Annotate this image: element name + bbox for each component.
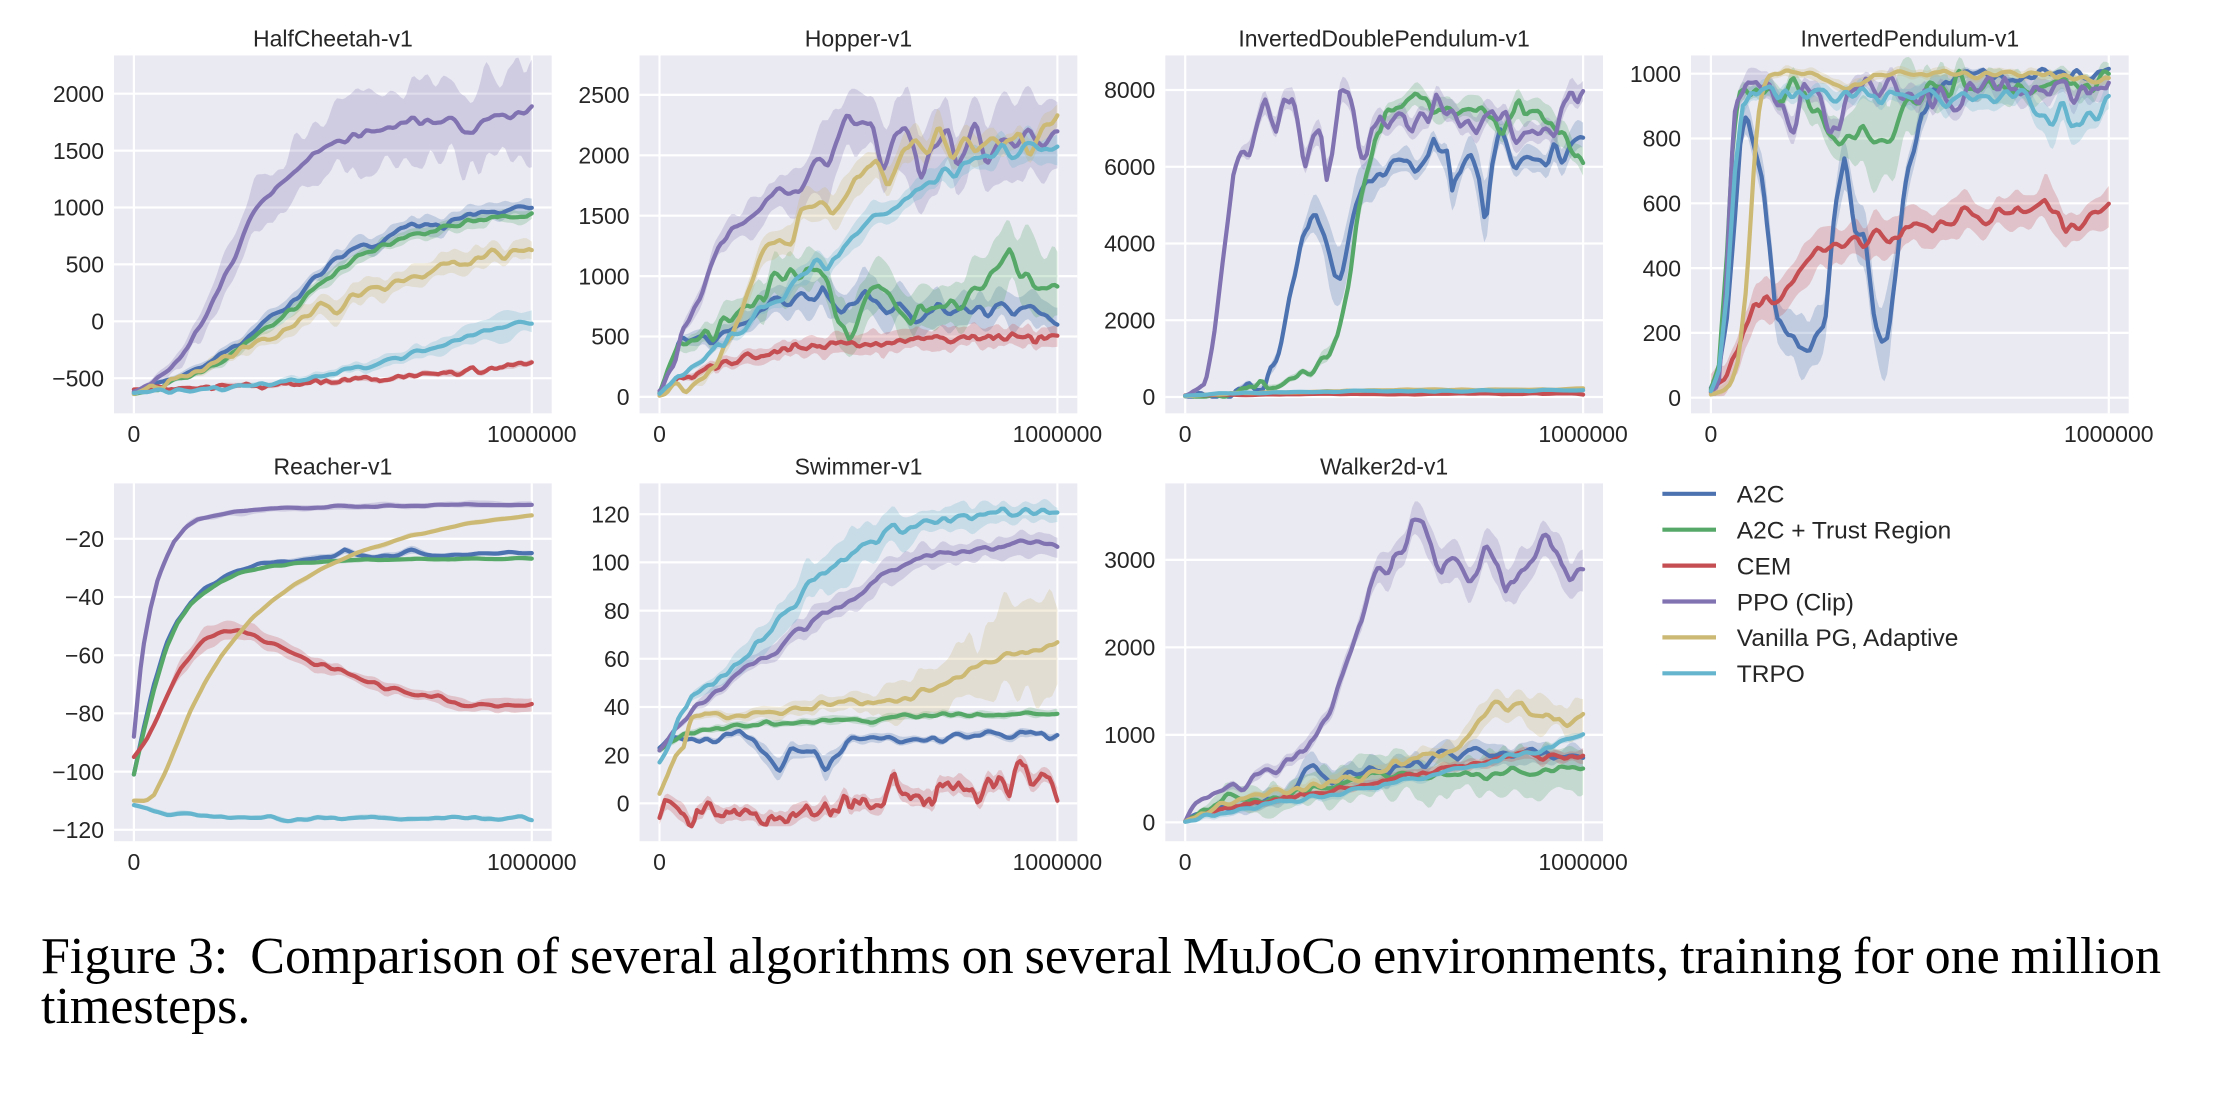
svg-text:TRPO: TRPO — [1737, 661, 1805, 688]
svg-text:InvertedDoublePendulum-v1: InvertedDoublePendulum-v1 — [1238, 26, 1530, 52]
svg-text:−60: −60 — [65, 642, 104, 668]
svg-text:600: 600 — [1643, 191, 1681, 217]
svg-text:2000: 2000 — [1104, 307, 1155, 333]
svg-text:0: 0 — [617, 384, 630, 410]
svg-text:2000: 2000 — [578, 143, 629, 169]
svg-text:2500: 2500 — [578, 82, 629, 108]
svg-text:A2C: A2C — [1737, 482, 1785, 509]
svg-text:20: 20 — [604, 742, 630, 768]
svg-text:0: 0 — [1179, 849, 1192, 875]
svg-text:0: 0 — [653, 849, 666, 875]
svg-text:0: 0 — [128, 849, 141, 875]
svg-text:0: 0 — [1143, 384, 1156, 410]
svg-text:1500: 1500 — [578, 203, 629, 229]
svg-text:3000: 3000 — [1104, 547, 1155, 573]
svg-text:Swimmer-v1: Swimmer-v1 — [795, 453, 923, 479]
svg-text:40: 40 — [604, 694, 630, 720]
svg-text:−100: −100 — [52, 759, 104, 785]
svg-text:1000: 1000 — [1630, 61, 1681, 87]
svg-text:80: 80 — [604, 598, 630, 624]
svg-text:0: 0 — [1143, 810, 1156, 836]
svg-text:0: 0 — [1668, 385, 1681, 411]
svg-text:−120: −120 — [52, 817, 104, 843]
svg-text:1000000: 1000000 — [1538, 849, 1628, 875]
svg-text:1000000: 1000000 — [1013, 421, 1103, 447]
svg-text:0: 0 — [1705, 421, 1718, 447]
svg-text:1000: 1000 — [1104, 722, 1155, 748]
svg-text:−20: −20 — [65, 526, 104, 552]
svg-text:Reacher-v1: Reacher-v1 — [273, 453, 392, 479]
svg-text:8000: 8000 — [1104, 77, 1155, 103]
svg-text:1000000: 1000000 — [1013, 849, 1103, 875]
svg-text:0: 0 — [617, 791, 630, 817]
svg-text:1000000: 1000000 — [2064, 421, 2154, 447]
svg-text:1000000: 1000000 — [1538, 421, 1628, 447]
svg-text:4000: 4000 — [1104, 231, 1155, 257]
svg-text:1000: 1000 — [53, 195, 104, 221]
svg-text:InvertedPendulum-v1: InvertedPendulum-v1 — [1800, 26, 2019, 52]
svg-text:2000: 2000 — [53, 81, 104, 107]
svg-text:500: 500 — [66, 252, 104, 278]
svg-text:HalfCheetah-v1: HalfCheetah-v1 — [253, 26, 413, 52]
svg-text:−40: −40 — [65, 584, 104, 610]
svg-text:2000: 2000 — [1104, 635, 1155, 661]
svg-text:−80: −80 — [65, 701, 104, 727]
svg-text:500: 500 — [591, 324, 629, 350]
svg-text:1500: 1500 — [53, 138, 104, 164]
svg-text:0: 0 — [1179, 421, 1192, 447]
svg-text:Vanilla PG, Adaptive: Vanilla PG, Adaptive — [1737, 625, 1959, 652]
svg-text:6000: 6000 — [1104, 154, 1155, 180]
svg-text:−500: −500 — [52, 365, 104, 391]
svg-text:A2C + Trust Region: A2C + Trust Region — [1737, 518, 1951, 545]
svg-text:120: 120 — [591, 501, 629, 527]
svg-text:0: 0 — [128, 421, 141, 447]
svg-text:Hopper-v1: Hopper-v1 — [805, 26, 912, 52]
svg-text:CEM: CEM — [1737, 553, 1791, 580]
svg-text:100: 100 — [591, 550, 629, 576]
svg-text:0: 0 — [91, 309, 104, 335]
svg-text:Walker2d-v1: Walker2d-v1 — [1320, 453, 1448, 479]
svg-text:1000000: 1000000 — [487, 421, 577, 447]
svg-text:1000: 1000 — [578, 263, 629, 289]
svg-text:PPO (Clip): PPO (Clip) — [1737, 589, 1854, 616]
svg-text:60: 60 — [604, 646, 630, 672]
svg-text:200: 200 — [1643, 320, 1681, 346]
svg-text:0: 0 — [653, 421, 666, 447]
svg-text:800: 800 — [1643, 126, 1681, 152]
svg-text:400: 400 — [1643, 255, 1681, 281]
svg-text:1000000: 1000000 — [487, 849, 577, 875]
